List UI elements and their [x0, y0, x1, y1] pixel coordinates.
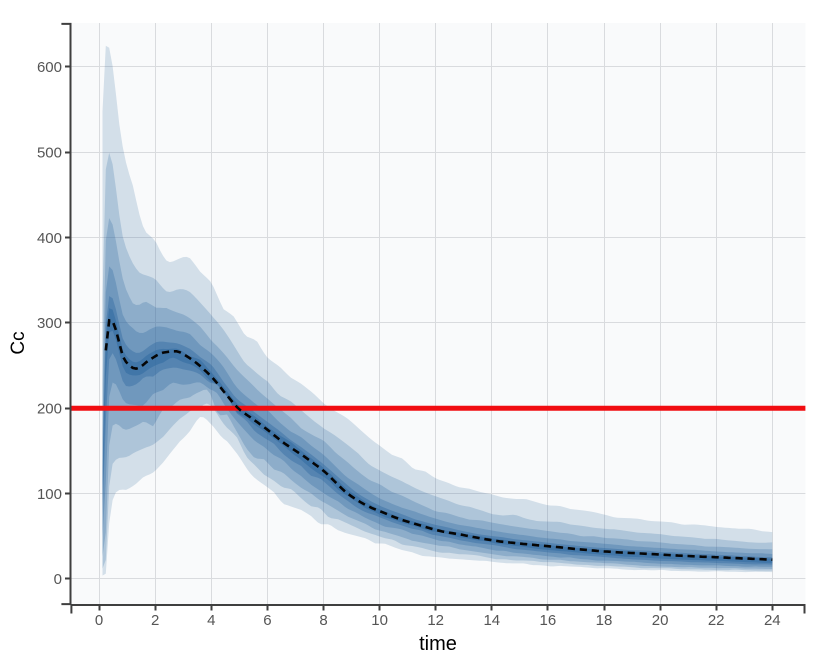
svg-text:6: 6	[263, 612, 271, 629]
svg-text:8: 8	[319, 612, 327, 629]
svg-text:0: 0	[54, 571, 62, 588]
svg-text:4: 4	[207, 612, 215, 629]
svg-text:500: 500	[37, 145, 62, 162]
svg-text:600: 600	[37, 59, 62, 76]
svg-text:400: 400	[37, 230, 62, 247]
svg-text:22: 22	[708, 612, 725, 629]
svg-text:300: 300	[37, 315, 62, 332]
svg-text:200: 200	[37, 401, 62, 418]
svg-text:time: time	[419, 633, 457, 655]
svg-text:16: 16	[540, 612, 557, 629]
svg-text:12: 12	[427, 612, 444, 629]
svg-text:2: 2	[151, 612, 159, 629]
svg-text:100: 100	[37, 486, 62, 503]
svg-text:20: 20	[652, 612, 669, 629]
svg-text:Cc: Cc	[8, 331, 29, 354]
svg-text:10: 10	[371, 612, 388, 629]
svg-text:0: 0	[95, 612, 103, 629]
svg-text:24: 24	[764, 612, 781, 629]
svg-text:14: 14	[483, 612, 500, 629]
svg-text:18: 18	[596, 612, 613, 629]
